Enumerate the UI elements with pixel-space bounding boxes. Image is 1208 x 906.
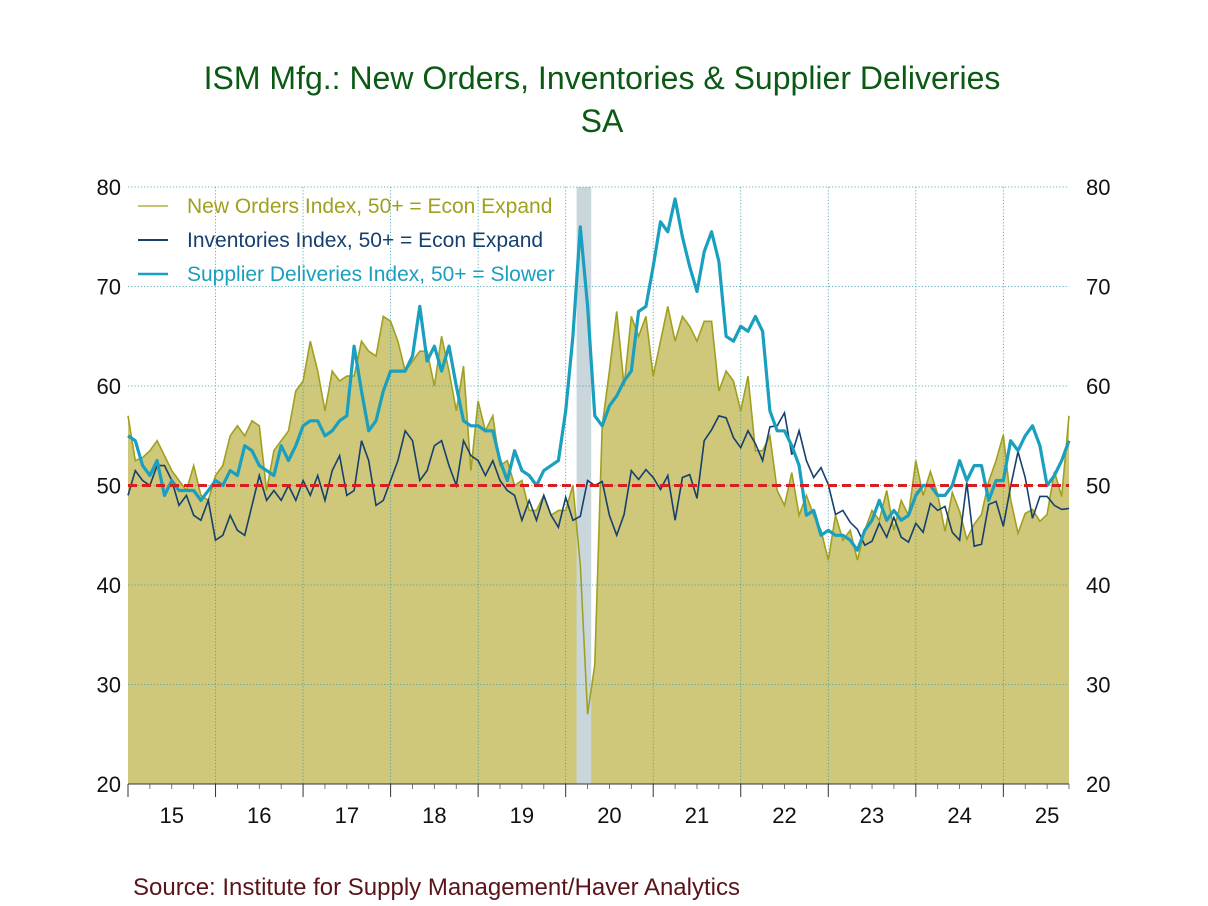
legend-label: Supplier Deliveries Index, 50+ = Slower [187, 263, 555, 286]
legend-label: Inventories Index, 50+ = Econ Expand [187, 229, 543, 252]
y-tick-label-left: 50 [97, 474, 121, 499]
y-tick-label-left: 80 [97, 175, 121, 200]
x-tick-label: 21 [685, 803, 709, 828]
y-tick-label-left: 30 [97, 673, 121, 698]
y-tick-label-left: 60 [97, 374, 121, 399]
source-note: Source: Institute for Supply Management/… [133, 874, 740, 901]
x-tick-label: 20 [597, 803, 621, 828]
y-tick-label-left: 40 [97, 573, 121, 598]
y-tick-label-right: 30 [1086, 673, 1110, 698]
y-tick-label-right: 40 [1086, 573, 1110, 598]
x-tick-label: 16 [247, 803, 271, 828]
chart-title: ISM Mfg.: New Orders, Inventories & Supp… [204, 60, 1001, 96]
legend-label: New Orders Index, 50+ = Econ Expand [187, 195, 552, 218]
y-tick-label-left: 70 [97, 275, 121, 300]
y-tick-label-right: 60 [1086, 374, 1110, 399]
plot-area [127, 186, 1071, 784]
chart-subtitle: SA [581, 103, 624, 139]
x-tick-label: 24 [947, 803, 971, 828]
x-tick-label: 18 [422, 803, 446, 828]
new-orders-line [127, 306, 1070, 715]
y-tick-label-right: 80 [1086, 175, 1110, 200]
x-tick-label: 23 [860, 803, 884, 828]
x-tick-label: 19 [510, 803, 534, 828]
x-tick-label: 22 [772, 803, 796, 828]
legend: New Orders Index, 50+ = Econ Expand Inven… [138, 195, 555, 286]
y-tick-label-right: 20 [1086, 772, 1110, 797]
x-tick-label: 15 [160, 803, 184, 828]
supplier-deliveries-line [127, 197, 1071, 552]
x-tick-label: 25 [1035, 803, 1059, 828]
axes: 20 20 30 30 40 40 50 50 60 60 70 70 80 80 15 16 17 18 19 20… [97, 175, 1111, 828]
x-tick-label: 17 [335, 803, 359, 828]
y-tick-label-left: 20 [97, 772, 121, 797]
y-tick-label-right: 50 [1086, 474, 1110, 499]
y-tick-label-right: 70 [1086, 275, 1110, 300]
inventories-line [127, 410, 1070, 548]
